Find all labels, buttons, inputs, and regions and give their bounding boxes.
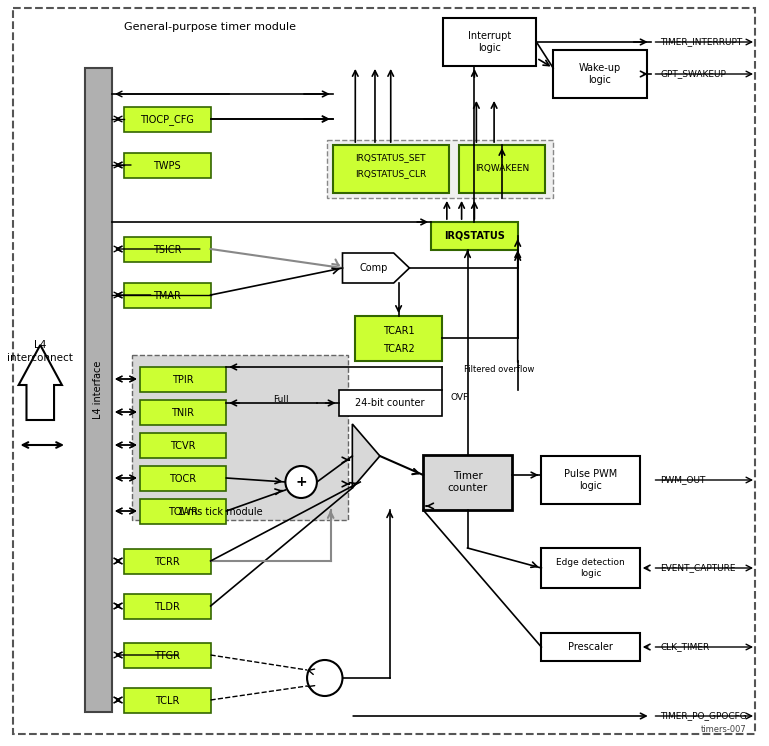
Bar (431, 222, 518, 250)
Bar (333, 145, 449, 193)
Bar (541, 633, 640, 661)
Bar (140, 433, 226, 458)
Bar (423, 455, 512, 510)
Text: TOWR: TOWR (168, 507, 198, 517)
Polygon shape (342, 253, 409, 283)
Text: GPT_SWAKEUP: GPT_SWAKEUP (661, 69, 727, 78)
Text: timers-007: timers-007 (701, 725, 746, 734)
Bar (541, 456, 640, 504)
Text: CLK_TIMER: CLK_TIMER (661, 642, 710, 651)
Text: TSICR: TSICR (153, 245, 181, 255)
Text: TCLR: TCLR (155, 696, 179, 706)
Text: L4 interface: L4 interface (93, 361, 103, 419)
Polygon shape (352, 424, 380, 488)
Text: TMAR: TMAR (153, 291, 181, 301)
Circle shape (307, 660, 342, 696)
Bar (124, 688, 211, 713)
Text: TCRR: TCRR (155, 557, 180, 567)
Text: L4: L4 (34, 340, 46, 350)
Text: TCAR2: TCAR2 (383, 344, 414, 354)
Text: Filtered overflow: Filtered overflow (464, 366, 534, 374)
Circle shape (285, 466, 317, 498)
Text: TIMER_PO_GPOCFG: TIMER_PO_GPOCFG (661, 712, 747, 721)
Text: TOCR: TOCR (169, 474, 197, 484)
Text: Pulse PWM
logic: Pulse PWM logic (564, 469, 618, 491)
Bar (541, 548, 640, 588)
Text: TCAR1: TCAR1 (383, 326, 414, 336)
Text: Comp: Comp (360, 263, 388, 273)
Bar (124, 153, 211, 178)
Text: Edge detection
logic: Edge detection logic (556, 558, 625, 577)
Text: TLDR: TLDR (155, 602, 180, 612)
Text: IRQWAKEEN: IRQWAKEEN (474, 165, 529, 174)
Text: General-purpose timer module: General-purpose timer module (124, 22, 296, 32)
Bar (140, 400, 226, 425)
Text: TCVR: TCVR (170, 441, 196, 451)
Text: Timer
counter: Timer counter (448, 471, 488, 493)
Text: TIOCP_CFG: TIOCP_CFG (140, 115, 195, 125)
Text: TNIR: TNIR (171, 408, 195, 418)
Text: +: + (295, 475, 307, 489)
Text: EVENT_CAPTURE: EVENT_CAPTURE (661, 563, 736, 572)
Text: TTGR: TTGR (155, 651, 180, 661)
Text: Interrupt
logic: Interrupt logic (468, 31, 511, 53)
Text: 24-bit counter: 24-bit counter (355, 398, 424, 408)
Text: PWM_OUT: PWM_OUT (661, 475, 706, 484)
Bar (338, 390, 442, 416)
Text: OVF: OVF (451, 393, 469, 403)
Polygon shape (18, 345, 62, 420)
Text: interconnect: interconnect (8, 353, 73, 363)
Bar (124, 643, 211, 668)
Bar (355, 316, 442, 361)
Text: TIMER_INTERRUPT: TIMER_INTERRUPT (661, 37, 743, 46)
Bar (124, 283, 211, 308)
Bar (327, 140, 553, 198)
Bar (124, 549, 211, 574)
Bar (124, 594, 211, 619)
Text: IRQSTATUS: IRQSTATUS (444, 231, 504, 241)
Text: Prescaler: Prescaler (568, 642, 613, 652)
Text: Wake-up
logic: Wake-up logic (578, 63, 621, 85)
Bar (458, 145, 545, 193)
Bar (131, 355, 348, 520)
Bar (85, 68, 112, 712)
Bar (124, 107, 211, 132)
Bar (140, 367, 226, 392)
Bar (140, 466, 226, 491)
Text: Full: Full (274, 395, 289, 404)
Text: IRQSTATUS_SET: IRQSTATUS_SET (355, 154, 426, 163)
Text: 1-ms tick module: 1-ms tick module (178, 507, 263, 517)
Text: IRQSTATUS_CLR: IRQSTATUS_CLR (355, 169, 426, 178)
Bar (553, 50, 647, 98)
Bar (124, 237, 211, 262)
Text: TWPS: TWPS (154, 161, 181, 171)
Text: TPIR: TPIR (172, 375, 194, 385)
Bar (443, 18, 537, 66)
Bar (140, 499, 226, 524)
